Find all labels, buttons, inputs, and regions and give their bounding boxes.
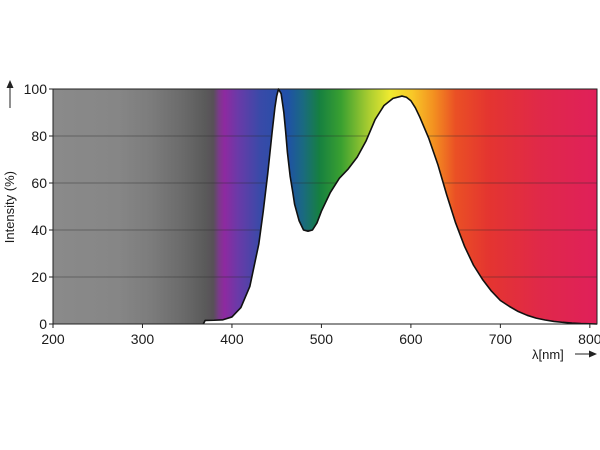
x-axis-title: λ[nm] [532,347,564,362]
y-tick-label-0: 0 [39,316,47,332]
y-tick-label-60: 60 [31,175,47,191]
x-tick-label-500: 500 [310,331,334,347]
plot-frame [52,88,598,325]
y-tick-label-80: 80 [31,128,47,144]
y-axis-arrow-head [6,80,14,88]
x-axis-arrow-head [589,350,597,358]
x-axis-ticks: 200 300 400 500 600 700 800 [41,324,600,347]
y-tick-label-40: 40 [31,222,47,238]
y-tick-label-20: 20 [31,269,47,285]
spectrum-curve [202,88,598,325]
spectrum-area-fill [203,89,597,324]
x-tick-label-200: 200 [41,331,65,347]
y-axis-title: Intensity (%) [2,171,17,243]
x-tick-label-800: 800 [578,331,600,347]
x-tick-label-600: 600 [399,331,423,347]
x-tick-label-700: 700 [489,331,513,347]
x-tick-label-400: 400 [220,331,244,347]
y-tick-label-100: 100 [24,81,48,97]
y-axis-ticks: 0 20 40 60 80 100 [24,81,53,332]
x-tick-label-300: 300 [131,331,155,347]
